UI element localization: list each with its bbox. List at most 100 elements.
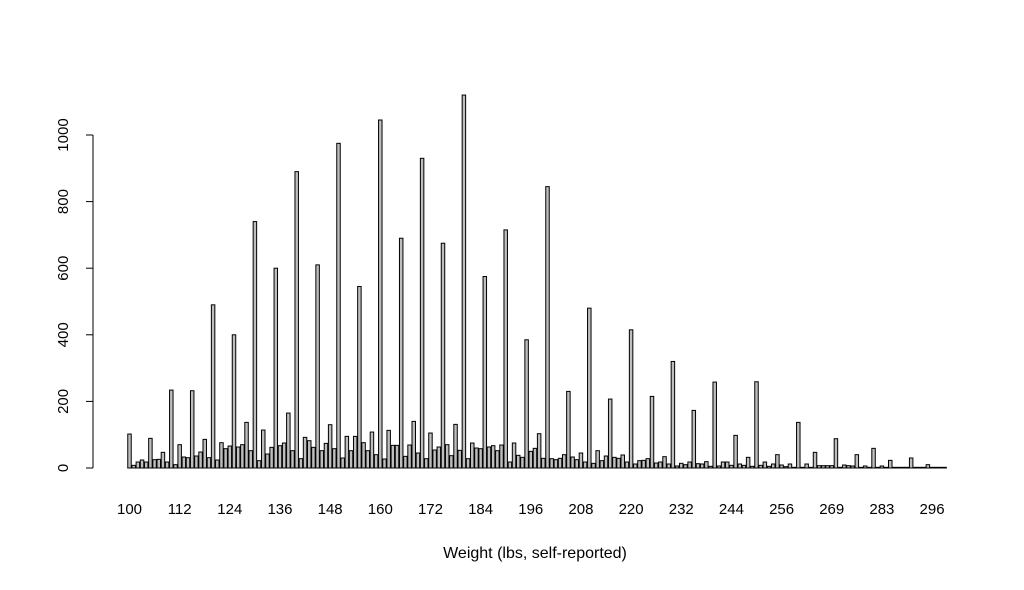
bar-234: [687, 461, 692, 469]
x-tick-label: 124: [217, 501, 242, 518]
bar-118: [202, 438, 207, 469]
bar-165: [398, 237, 404, 469]
bar-166: [403, 455, 408, 469]
bar-271: [837, 466, 843, 469]
bar-103: [139, 459, 145, 469]
bar-142: [302, 436, 308, 469]
bar-215: [607, 398, 613, 469]
bar-259: [791, 466, 797, 469]
bar-278: [862, 465, 868, 469]
bar-239: [708, 465, 713, 469]
x-tick-label: 269: [819, 501, 844, 518]
bar-205: [566, 390, 571, 469]
bar-268: [825, 465, 830, 469]
bar-213: [599, 460, 605, 469]
x-axis-title: Weight (lbs, self-reported): [443, 545, 627, 562]
bar-209: [582, 461, 588, 469]
bar-206: [570, 456, 575, 469]
bar-214: [603, 455, 609, 469]
bar-136: [277, 445, 283, 469]
x-tick-label: 160: [368, 501, 393, 518]
bar-274: [850, 465, 855, 469]
bar-245: [733, 434, 738, 469]
bar-210: [587, 307, 592, 469]
bar-249: [750, 465, 755, 469]
y-tick-label: 0: [55, 464, 72, 472]
bar-155: [357, 286, 362, 469]
bar-269: [829, 465, 834, 469]
bar-284: [883, 466, 889, 469]
bar-258: [787, 463, 793, 469]
bar-195: [524, 339, 529, 469]
bar-196: [528, 450, 534, 469]
bar-120: [210, 304, 216, 469]
bar-217: [616, 457, 621, 469]
bar-254: [770, 463, 776, 469]
bar-153: [348, 450, 354, 469]
y-tick-label: 200: [55, 389, 72, 414]
bar-241: [716, 465, 722, 469]
bar-148: [327, 424, 333, 469]
bar-283: [879, 465, 885, 469]
bar-288: [900, 466, 906, 469]
bar-125: [231, 334, 237, 469]
bar-169: [415, 452, 421, 469]
y-axis: 0 200 400 600 800 1000: [55, 118, 94, 472]
bar-235: [691, 409, 697, 469]
bar-227: [658, 461, 663, 469]
bar-211: [591, 462, 596, 469]
bar-242: [720, 461, 726, 469]
x-tick-label: 184: [468, 501, 493, 518]
bar-174: [436, 446, 442, 469]
y-tick-label: 400: [55, 322, 72, 347]
bar-182: [470, 442, 475, 469]
bar-189: [499, 444, 504, 469]
x-tick-label: 136: [267, 501, 292, 518]
y-tick-label: 800: [55, 189, 72, 214]
bar-251: [758, 464, 763, 469]
bar-267: [821, 465, 826, 469]
x-tick-label: 208: [568, 501, 593, 518]
bar-218: [620, 454, 625, 469]
bar-260: [796, 421, 801, 469]
bar-262: [804, 463, 809, 469]
x-tick-label: 112: [168, 501, 192, 518]
bar-114: [185, 457, 191, 469]
bar-190: [503, 229, 508, 469]
bar-140: [294, 171, 299, 469]
bar-122: [219, 442, 224, 469]
bar-171: [424, 458, 429, 469]
bar-208: [578, 452, 584, 469]
bar-221: [633, 463, 638, 469]
bar-261: [800, 466, 805, 469]
bar-188: [495, 450, 500, 469]
x-tick-label: 283: [869, 501, 894, 518]
bar-256: [779, 464, 784, 469]
bar-275: [854, 454, 860, 469]
bar-161: [382, 458, 387, 469]
x-tick-label: 148: [318, 501, 343, 518]
bar-250: [754, 381, 759, 469]
bar-236: [695, 463, 701, 469]
bar-127: [240, 444, 245, 469]
bar-229: [666, 463, 671, 469]
bar-170: [419, 157, 425, 469]
bar-255: [775, 454, 780, 469]
bar-230: [670, 360, 676, 469]
bar-285: [888, 459, 893, 469]
bar-110: [169, 389, 174, 469]
bar-178: [453, 423, 458, 469]
bar-186: [486, 446, 492, 469]
bar-119: [206, 457, 212, 469]
bar-248: [745, 456, 751, 469]
bar-137: [281, 442, 287, 469]
bar-106: [152, 459, 157, 469]
bar-121: [215, 459, 220, 469]
bar-149: [332, 448, 337, 469]
bar-295: [925, 464, 931, 469]
bar-128: [244, 421, 249, 469]
x-tick-label: 196: [518, 501, 543, 518]
bar-289: [904, 466, 910, 469]
x-tick-label: 232: [669, 501, 694, 518]
bar-198: [536, 433, 542, 469]
